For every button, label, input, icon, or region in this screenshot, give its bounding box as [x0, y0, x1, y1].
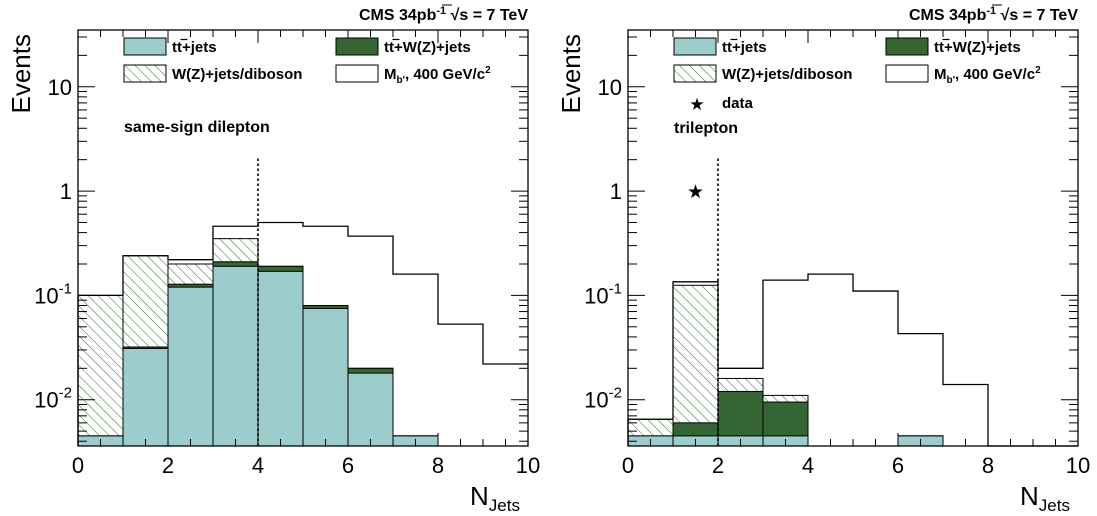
y-tick-label: 10: [598, 75, 622, 100]
legend-data-label: data: [722, 95, 754, 112]
x-tick-label: 10: [516, 453, 540, 478]
data-point: ★: [687, 182, 704, 203]
legend-ttwz-swatch: [885, 37, 929, 56]
x-tick-label: 0: [622, 453, 634, 478]
x-tick-label: 4: [252, 453, 264, 478]
legend-ttjets-swatch: [123, 37, 167, 56]
y-tick-label: 10-2: [34, 385, 72, 413]
ttjets-bar: [167, 286, 214, 447]
channel-annotation: same-sign dilepton: [124, 119, 270, 136]
legend-ttjets-label: tt+jets: [172, 39, 217, 56]
cms-header: CMS 34pb-1 √s = 7 TeV: [359, 5, 528, 24]
legend-signal-label: Mb', 400 GeV/c2: [934, 65, 1041, 86]
legend-wz-swatch: [673, 64, 717, 83]
x-tick-label: 6: [342, 453, 354, 478]
y-tick-label: 10-1: [34, 280, 72, 308]
x-tick-label: 2: [712, 453, 724, 478]
x-tick-label: 10: [1066, 453, 1090, 478]
legend-wz-swatch: [123, 64, 167, 83]
wz-diboson-bar: [672, 284, 719, 447]
legend-ttjets-swatch: [673, 37, 717, 56]
legend-wz-label: W(Z)+jets/diboson: [172, 66, 302, 83]
legend-wz-label: W(Z)+jets/diboson: [722, 66, 852, 83]
x-tick-label: 0: [72, 453, 84, 478]
legend-data-marker: ★: [689, 95, 704, 114]
legend-ttwz-label: tt+W(Z)+jets: [934, 39, 1021, 56]
y-tick-label: 1: [60, 179, 72, 204]
legend-signal-swatch: [885, 64, 929, 83]
y-tick-label: 1: [610, 179, 622, 204]
x-tick-label: 8: [982, 453, 994, 478]
x-axis-label: NJets: [1020, 481, 1070, 515]
legend-signal-label: Mb', 400 GeV/c2: [384, 65, 491, 86]
ttjets-bar: [257, 270, 304, 447]
legend-signal-swatch: [335, 64, 379, 83]
y-tick-label: 10: [48, 75, 72, 100]
legend-ttwz-swatch: [335, 37, 379, 56]
legend-ttwz-label: tt+W(Z)+jets: [384, 39, 471, 56]
channel-annotation: trilepton: [674, 120, 738, 137]
x-axis-label: NJets: [470, 481, 520, 515]
x-tick-label: 6: [892, 453, 904, 478]
x-tick-label: 8: [432, 453, 444, 478]
x-tick-label: 2: [162, 453, 174, 478]
ttjets-bar: [302, 307, 349, 447]
ttjets-bar: [347, 372, 394, 447]
y-tick-label: 10-1: [584, 280, 622, 308]
cms-header: CMS 34pb-1 √s = 7 TeV: [909, 5, 1078, 24]
signal-mb-400-histogram: [627, 273, 1078, 447]
y-axis-label: Events: [6, 34, 36, 114]
left-panel: 0 2 4 6 8 10 10-2 10-1 1 10 Events NJets CMS 34pb-1 …: [6, 4, 540, 515]
wz-diboson-bar: [77, 294, 124, 447]
legend-ttjets-label: tt+jets: [722, 39, 767, 56]
right-panel: ★ 0 2 4 6 8 10 10-2 10-1 1 10 Events NJets CMS 34pb-1…: [556, 4, 1090, 515]
ttjets-bar: [122, 347, 169, 447]
x-tick-label: 4: [802, 453, 814, 478]
y-axis-label: Events: [556, 34, 586, 114]
ttjets-bar: [212, 265, 259, 447]
signal-mb-400-histogram: [77, 221, 528, 446]
y-tick-label: 10-2: [584, 385, 622, 413]
